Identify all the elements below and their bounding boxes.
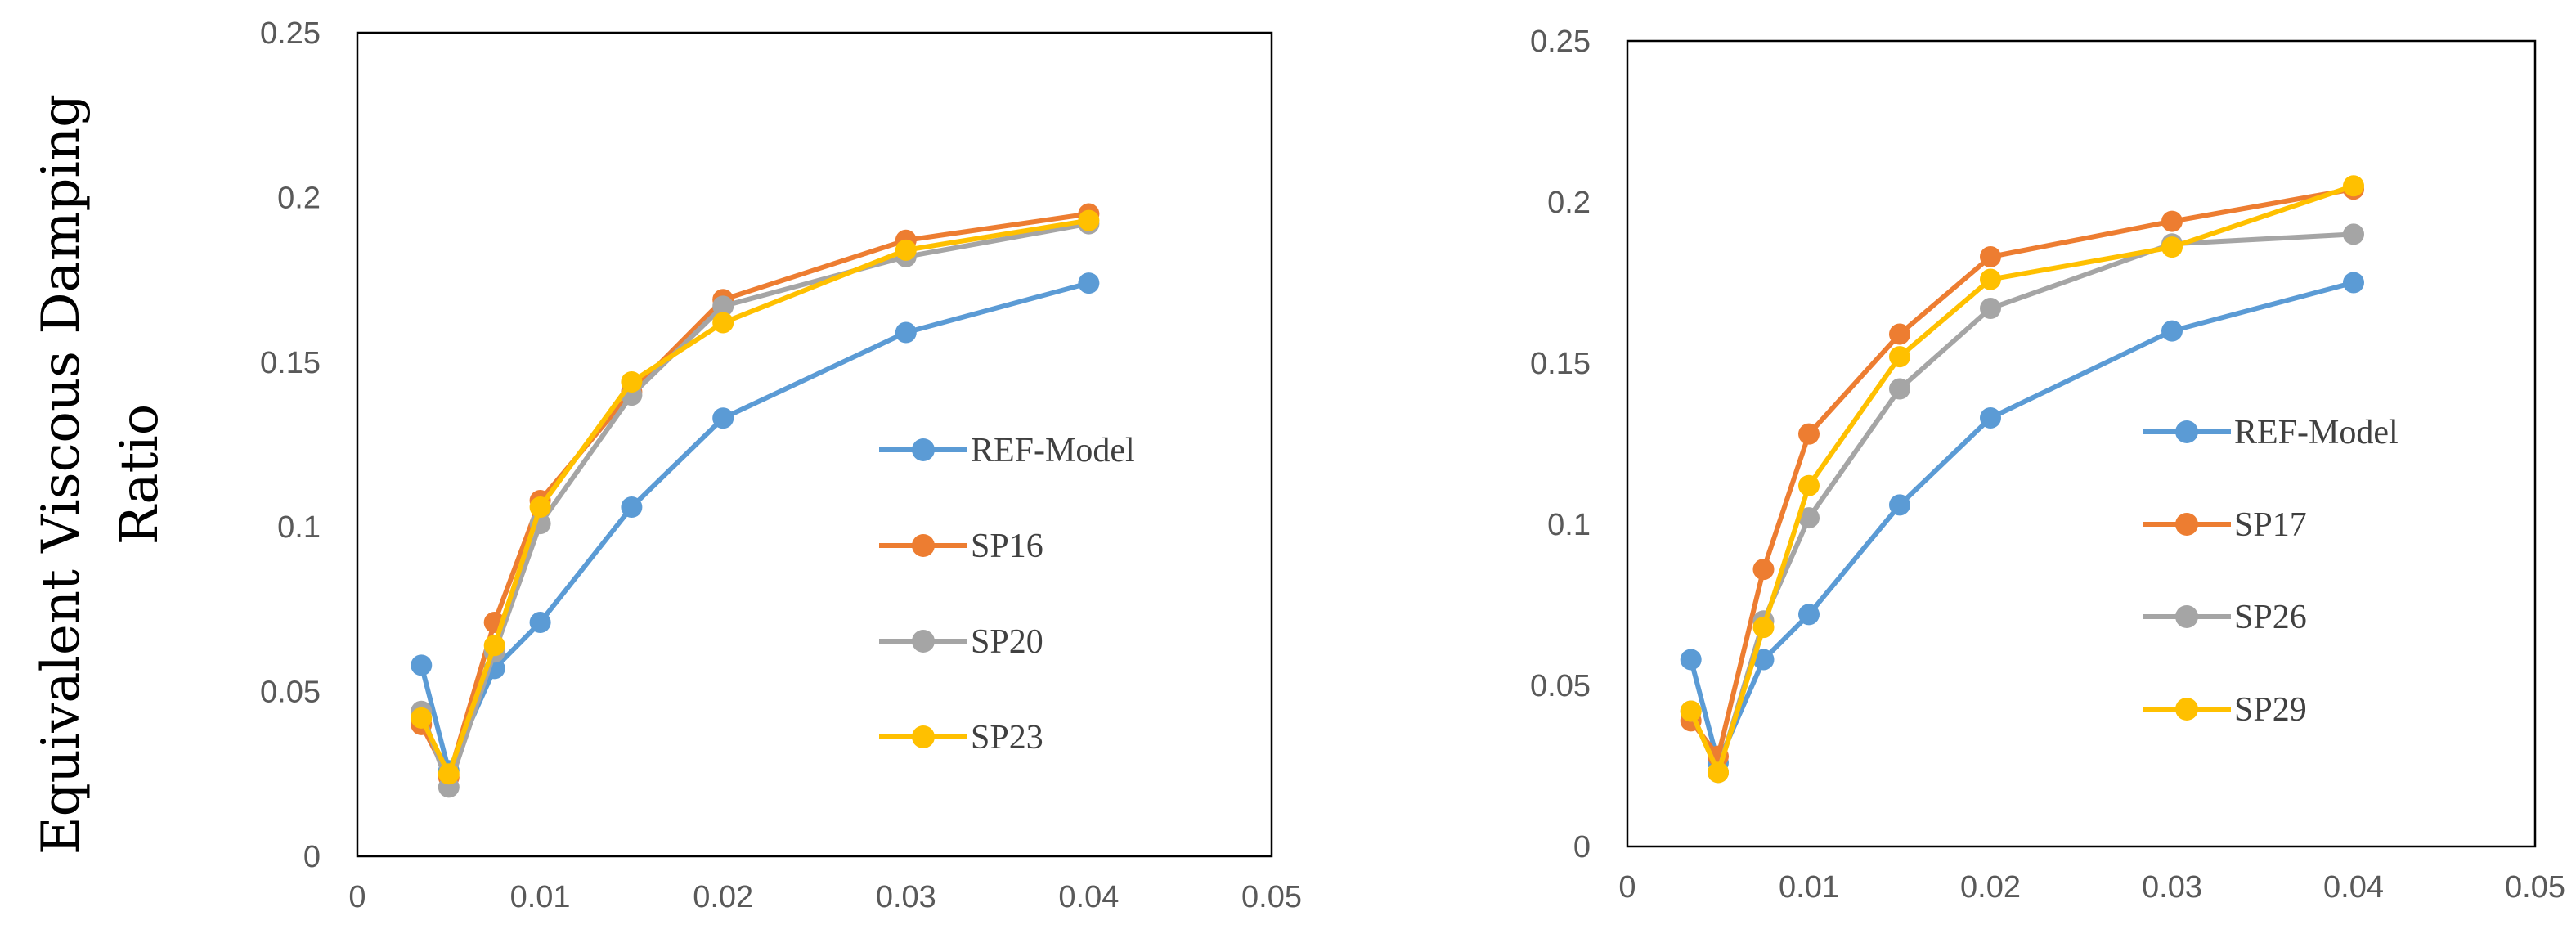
data-point-sp23 — [1078, 209, 1100, 231]
data-point-sp26 — [1889, 378, 1910, 400]
x-tick-label: 0.01 — [1779, 870, 1839, 905]
y-tick-label: 0.1 — [277, 510, 321, 545]
x-tick-label: 0.02 — [693, 880, 753, 914]
data-point-sp23 — [438, 763, 460, 785]
data-point-sp29 — [2343, 175, 2364, 197]
legend-label-ref-model: REF-Model — [2234, 414, 2399, 451]
series-line-sp20 — [419, 221, 1089, 790]
data-point-sp17 — [1980, 245, 2001, 267]
data-point-ref-model — [1889, 494, 1910, 516]
legend-label-sp16: SP16 — [971, 528, 1043, 565]
plot-area — [356, 31, 1273, 858]
legend-marker-ref-model — [912, 438, 935, 461]
data-point-ref-model — [1680, 649, 1702, 671]
y-axis-label-line-1: Equivalent Viscous Damping — [31, 94, 92, 855]
plot-area — [1626, 39, 2537, 848]
data-point-sp23 — [895, 239, 917, 261]
data-point-sp23 — [483, 635, 505, 657]
data-point-ref-model — [621, 496, 643, 519]
x-tick-label: 0.01 — [510, 880, 571, 914]
y-tick-label: 0.15 — [1530, 347, 1591, 381]
data-point-ref-model — [411, 654, 433, 676]
legend-label-sp26: SP26 — [2234, 599, 2307, 636]
data-point-sp26 — [2343, 223, 2364, 245]
x-tick-label: 0.03 — [876, 880, 936, 914]
legend-marker-ref-model — [2175, 420, 2198, 443]
data-point-sp29 — [1980, 268, 2001, 290]
data-point-sp29 — [1708, 761, 1729, 784]
data-point-ref-model — [1798, 604, 1820, 626]
series-line-sp23 — [419, 218, 1089, 777]
data-point-sp17 — [2161, 210, 2183, 232]
data-point-ref-model — [2161, 320, 2183, 342]
data-point-sp23 — [411, 707, 433, 729]
data-point-sp23 — [621, 370, 643, 393]
data-point-sp29 — [2161, 236, 2183, 258]
y-tick-label: 0.15 — [260, 346, 321, 380]
data-point-ref-model — [2343, 272, 2364, 294]
y-tick-label: 0.25 — [260, 16, 321, 51]
y-tick-label: 0.05 — [1530, 669, 1591, 703]
y-tick-label: 0 — [1573, 830, 1591, 864]
data-point-sp17 — [1798, 423, 1820, 445]
x-tick-label: 0.03 — [2142, 870, 2202, 905]
series-line-sp29 — [1688, 183, 2354, 775]
legend-marker-sp17 — [2175, 513, 2198, 536]
data-point-sp29 — [1889, 346, 1910, 368]
legend-label-sp23: SP23 — [971, 719, 1043, 757]
data-point-sp29 — [1752, 617, 1775, 639]
y-tick-label: 0.05 — [260, 676, 321, 710]
x-tick-label: 0.05 — [1241, 880, 1302, 914]
legend-marker-sp26 — [2175, 605, 2198, 628]
chart-left: 0 0.05 0.1 0.15 0.2 0.25 0 0.01 0.02 0.03 0.04 0.05… — [260, 16, 1302, 914]
data-point-sp26 — [1798, 507, 1820, 529]
data-point-sp17 — [1889, 323, 1910, 345]
legend-label-sp17: SP17 — [2234, 506, 2307, 544]
y-axis-label-line-2: Ratio — [110, 404, 170, 546]
y-tick-label: 0.25 — [1530, 25, 1591, 59]
x-tick-label: 0 — [1618, 870, 1636, 905]
data-point-sp20 — [712, 295, 734, 317]
legend-label-sp20: SP20 — [971, 623, 1043, 661]
legend-marker-sp23 — [912, 725, 935, 748]
y-tick-label: 0.2 — [277, 181, 321, 215]
data-point-ref-model — [1980, 406, 2001, 429]
series-line-sp17 — [1689, 186, 2354, 759]
data-point-sp23 — [712, 312, 734, 334]
legend-marker-sp20 — [912, 630, 935, 653]
chart-right: 0 0.05 0.1 0.15 0.2 0.25 0 0.01 0.02 0.03 0.04 0.05… — [1530, 25, 2565, 905]
data-point-sp29 — [1680, 700, 1702, 722]
data-point-ref-model — [1078, 272, 1100, 294]
legend-label-ref-model: REF-Model — [971, 432, 1135, 469]
legend-label-sp29: SP29 — [2234, 691, 2307, 729]
data-point-ref-model — [1752, 649, 1775, 671]
data-point-ref-model — [712, 407, 734, 429]
data-point-sp23 — [529, 496, 551, 519]
data-point-ref-model — [895, 321, 917, 344]
data-point-sp26 — [1980, 298, 2001, 320]
y-tick-label: 0.2 — [1547, 186, 1591, 220]
data-point-sp17 — [1752, 559, 1775, 581]
x-tick-label: 0 — [348, 880, 366, 914]
y-tick-label: 0 — [303, 840, 321, 874]
x-tick-label: 0.04 — [2323, 870, 2384, 905]
legend-marker-sp29 — [2175, 698, 2198, 721]
x-tick-label: 0.02 — [1960, 870, 2021, 905]
y-tick-label: 0.1 — [1547, 508, 1591, 542]
data-point-ref-model — [529, 612, 551, 634]
x-tick-label: 0.05 — [2505, 870, 2565, 905]
data-point-sp29 — [1798, 474, 1820, 496]
legend-marker-sp16 — [912, 534, 935, 557]
x-tick-label: 0.04 — [1058, 880, 1119, 914]
